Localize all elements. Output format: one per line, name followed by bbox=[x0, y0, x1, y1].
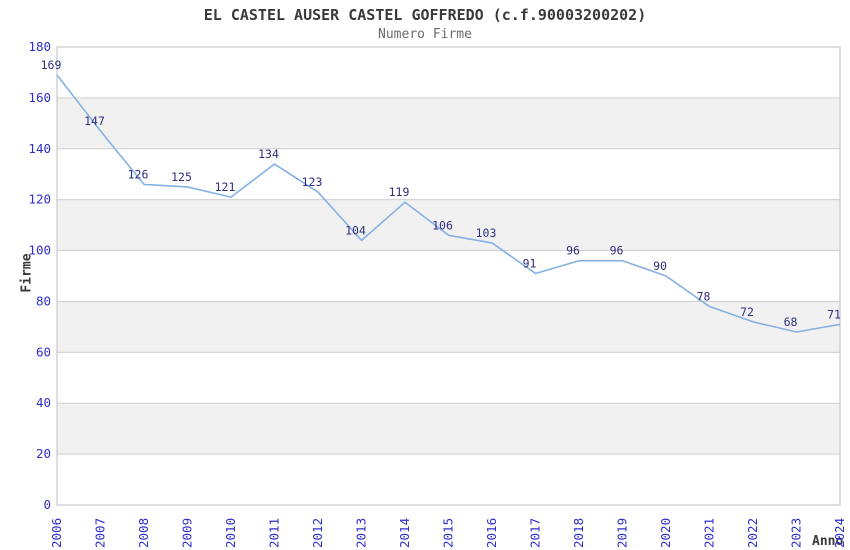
y-tick-label: 60 bbox=[36, 344, 51, 359]
x-tick-label: 2019 bbox=[615, 518, 630, 548]
x-tick-label: 2017 bbox=[528, 518, 543, 548]
data-point-label: 78 bbox=[697, 290, 711, 304]
x-tick-label: 2020 bbox=[658, 518, 673, 548]
plot-band bbox=[57, 199, 840, 251]
plot-band bbox=[57, 301, 840, 353]
data-point-label: 147 bbox=[84, 114, 105, 128]
y-tick-label: 40 bbox=[36, 395, 51, 410]
x-tick-label: 2011 bbox=[267, 518, 282, 548]
x-tick-label: 2012 bbox=[310, 518, 325, 548]
chart-title: EL CASTEL AUSER CASTEL GOFFREDO (c.f.900… bbox=[203, 6, 647, 24]
y-tick-label: 120 bbox=[28, 192, 51, 207]
y-tick-label: 0 bbox=[43, 497, 51, 512]
data-point-label: 106 bbox=[432, 218, 453, 232]
data-point-label: 119 bbox=[389, 185, 410, 199]
data-point-label: 121 bbox=[215, 180, 236, 194]
data-point-label: 169 bbox=[41, 58, 62, 72]
y-tick-label: 20 bbox=[36, 446, 51, 461]
x-tick-label: 2016 bbox=[484, 518, 499, 548]
x-tick-label: 2010 bbox=[223, 518, 238, 548]
plot-border bbox=[56, 46, 841, 506]
data-point-label: 90 bbox=[653, 259, 667, 273]
data-point-label: 103 bbox=[476, 226, 497, 240]
data-point-label: 71 bbox=[827, 307, 841, 321]
x-tick-label: 2022 bbox=[745, 518, 760, 548]
x-tick-label: 2014 bbox=[397, 518, 412, 548]
data-point-label: 126 bbox=[128, 167, 149, 181]
x-tick-label: 2008 bbox=[136, 518, 151, 548]
y-tick-label: 100 bbox=[28, 243, 51, 258]
x-tick-label: 2024 bbox=[832, 518, 847, 548]
data-point-label: 68 bbox=[784, 315, 798, 329]
x-tick-label: 2007 bbox=[93, 518, 108, 548]
y-tick-label: 80 bbox=[36, 293, 51, 308]
x-tick-label: 2021 bbox=[702, 518, 717, 548]
plot-band bbox=[57, 403, 840, 455]
x-tick-label: 2006 bbox=[49, 518, 64, 548]
x-tick-label: 2013 bbox=[354, 518, 369, 548]
x-tick-label: 2009 bbox=[180, 518, 195, 548]
data-point-label: 134 bbox=[258, 147, 279, 161]
data-point-label: 104 bbox=[345, 223, 366, 237]
x-tick-label: 2018 bbox=[571, 518, 586, 548]
data-point-label: 91 bbox=[523, 256, 537, 270]
data-point-label: 125 bbox=[171, 170, 192, 184]
x-axis-title: Anno bbox=[812, 534, 844, 549]
chart-subtitle: Numero Firme bbox=[378, 27, 472, 42]
data-point-label: 96 bbox=[566, 244, 580, 258]
plot-band bbox=[57, 97, 840, 149]
data-point-label: 72 bbox=[740, 305, 754, 319]
y-tick-label: 180 bbox=[28, 39, 51, 54]
data-line bbox=[56, 74, 841, 333]
data-point-label: 123 bbox=[302, 175, 323, 189]
y-tick-label: 160 bbox=[28, 90, 51, 105]
y-tick-label: 140 bbox=[28, 141, 51, 156]
x-tick-label: 2015 bbox=[441, 518, 456, 548]
x-tick-label: 2023 bbox=[789, 518, 804, 548]
data-point-label: 96 bbox=[610, 244, 624, 258]
